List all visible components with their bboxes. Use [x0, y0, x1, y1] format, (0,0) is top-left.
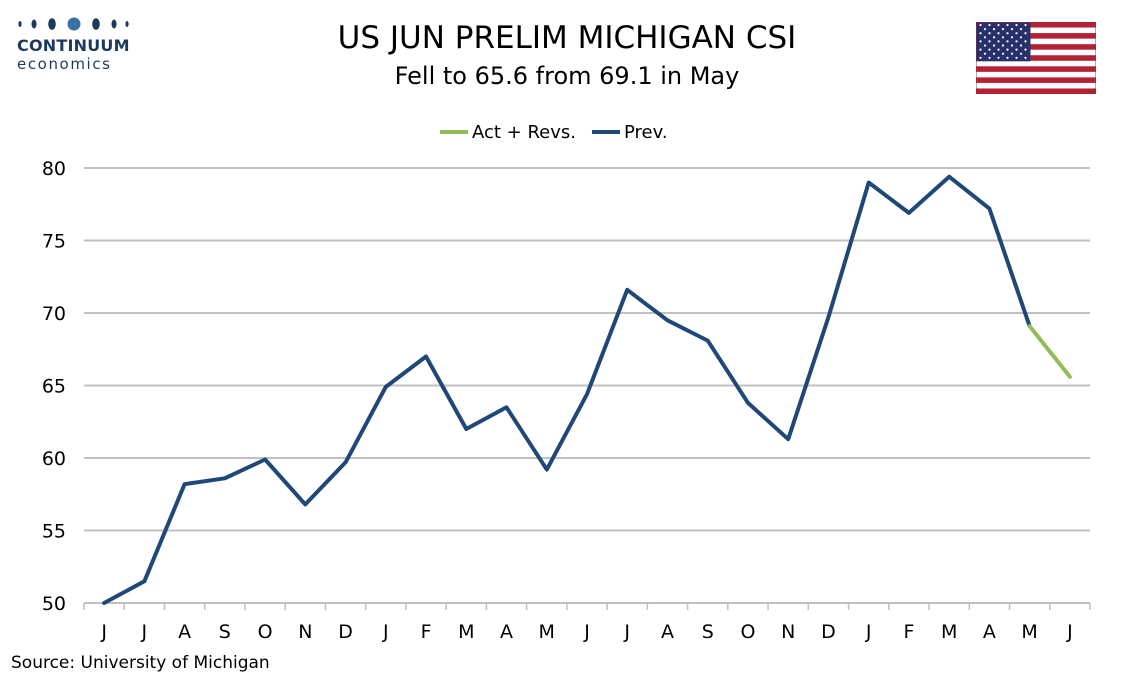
- legend-swatch-act: [440, 130, 468, 134]
- x-tick-label: M: [539, 621, 555, 643]
- source-note: Source: University of Michigan: [11, 653, 270, 673]
- x-tick-label: A: [983, 621, 996, 643]
- x-tick-label: J: [100, 621, 107, 643]
- x-tick-label: J: [623, 621, 630, 643]
- x-tick-label: M: [1021, 621, 1037, 643]
- x-tick-label: A: [500, 621, 513, 643]
- y-tick-label: 80: [42, 158, 66, 180]
- x-tick-label: J: [583, 621, 590, 643]
- x-tick-label: S: [219, 621, 231, 643]
- y-tick-label: 70: [42, 303, 66, 325]
- x-tick-label: J: [1066, 621, 1073, 643]
- continuum-economics-logo: CONTINUUM economics: [10, 14, 135, 74]
- legend-label-prev: Prev.: [624, 121, 668, 143]
- logo-wordmark: CONTINUUM: [17, 36, 130, 55]
- chart-title: US JUN PRELIM MICHIGAN CSI: [337, 20, 797, 56]
- x-tick-label: F: [421, 621, 432, 643]
- y-tick-label: 60: [42, 448, 66, 470]
- series-line-prev: [102, 174, 1032, 605]
- y-tick-label: 55: [42, 521, 66, 543]
- x-tick-label: A: [661, 621, 674, 643]
- x-tick-label: A: [178, 621, 191, 643]
- x-tick-label: S: [702, 621, 714, 643]
- legend-item-prev: Prev.: [592, 122, 668, 143]
- legend-swatch-prev: [592, 130, 621, 134]
- chart-subtitle: Fell to 65.6 from 69.1 in May: [394, 62, 740, 90]
- logo-dots-icon: [18, 17, 129, 31]
- x-tick-label: F: [903, 621, 914, 643]
- logo-subtext: economics: [17, 55, 112, 73]
- series-line-act: [1027, 324, 1072, 379]
- x-tick-label: M: [941, 621, 957, 643]
- x-tick-label: J: [382, 621, 389, 643]
- legend-label-act: Act + Revs.: [472, 121, 577, 143]
- y-tick-label: 65: [42, 376, 66, 398]
- legend-item-act: Act + Revs.: [440, 122, 576, 143]
- chart-legend: Act + Revs. Prev.: [440, 120, 684, 144]
- x-tick-label: D: [338, 621, 353, 643]
- x-tick-label: J: [141, 621, 148, 643]
- x-tick-label: J: [865, 621, 872, 643]
- x-tick-label: D: [821, 621, 836, 643]
- x-tick-label: O: [258, 621, 273, 643]
- x-tick-label: O: [740, 621, 755, 643]
- x-tick-label: M: [458, 621, 474, 643]
- x-tick-label: N: [781, 621, 795, 643]
- x-tick-label: N: [298, 621, 312, 643]
- y-tick-label: 75: [42, 231, 66, 253]
- us-flag-icon: [976, 22, 1096, 94]
- y-tick-label: 50: [42, 593, 66, 615]
